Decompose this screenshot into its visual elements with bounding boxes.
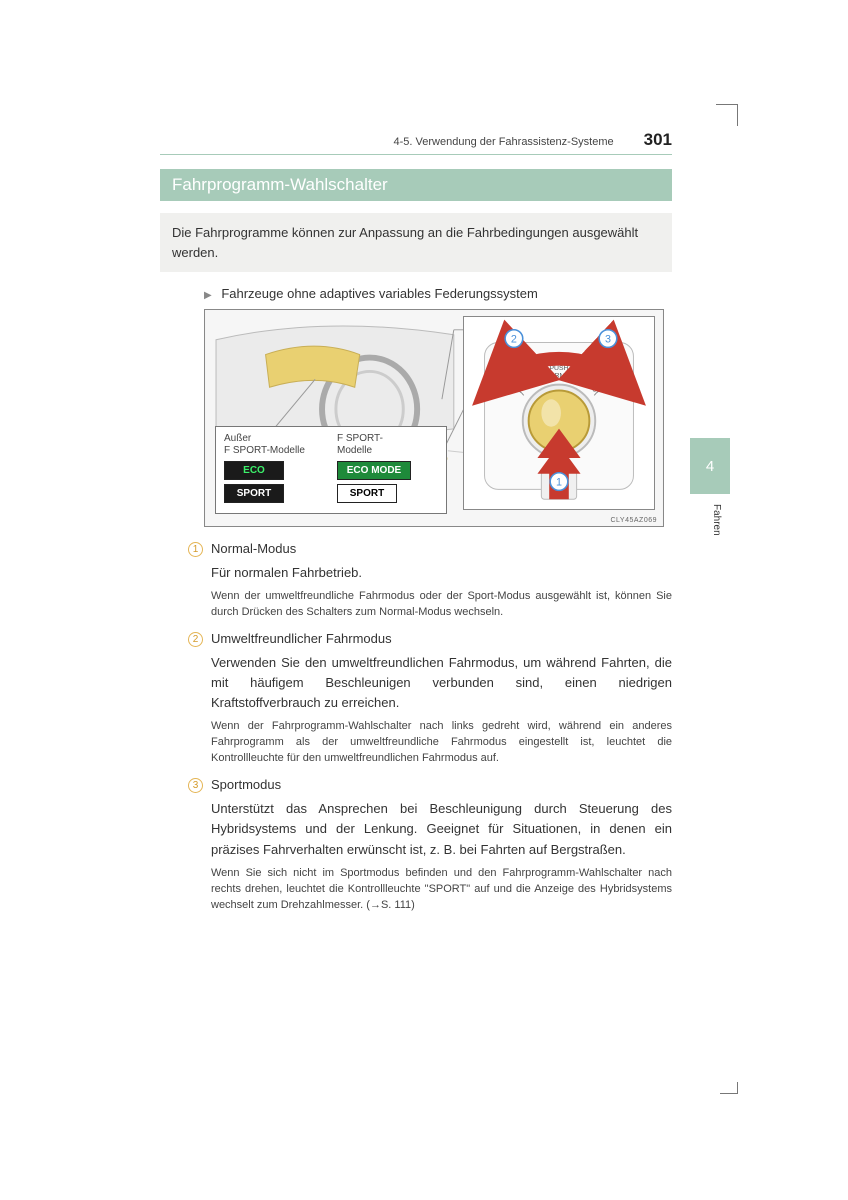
item-title: Normal-Modus	[211, 541, 296, 556]
page-content: 4-5. Verwendung der Fahrassistenz-System…	[160, 130, 672, 923]
page-number: 301	[644, 130, 672, 150]
svg-text:2: 2	[511, 333, 517, 345]
crop-mark-tr	[716, 104, 738, 126]
chapter-number: 4	[706, 458, 714, 475]
chapter-label: Fahren	[711, 504, 722, 536]
badge-sport-white: SPORT	[337, 484, 397, 503]
variant-col-a: Außer F SPORT-Modelle ECO SPORT	[224, 433, 325, 503]
dial-svg: PUSH NORMAL ECO SPORT	[464, 317, 654, 509]
item-title: Sportmodus	[211, 777, 281, 792]
svg-text:PUSH: PUSH	[549, 365, 568, 372]
mode-item-1: 1 Normal-Modus Für normalen Fahrbetrieb.…	[188, 541, 672, 621]
intro-box: Die Fahrprogramme können zur Anpassung a…	[160, 213, 672, 272]
badge-eco-dark: ECO	[224, 461, 284, 480]
page-title: Fahrprogramm-Wahlschalter	[160, 169, 672, 201]
variant-a-label: Außer F SPORT-Modelle	[224, 433, 325, 457]
svg-text:NORMAL: NORMAL	[544, 373, 573, 380]
svg-text:1: 1	[556, 476, 562, 488]
triangle-icon: ▶	[204, 290, 212, 301]
mode-item-2: 2 Umweltfreundlicher Fahrmodus Verwenden…	[188, 631, 672, 767]
item-note: Wenn der umweltfreundliche Fahrmodus ode…	[211, 589, 672, 621]
dial-panel: PUSH NORMAL ECO SPORT	[463, 316, 655, 510]
variant-b-label: F SPORT- Modelle	[337, 433, 438, 457]
item-note: Wenn der Fahrprogramm-Wahlschalter nach …	[211, 719, 672, 767]
item-body: Unterstützt das Ansprechen bei Beschleun…	[211, 799, 672, 859]
chapter-tab: 4	[690, 438, 730, 494]
diagram: Außer F SPORT-Modelle ECO SPORT F SPORT-…	[204, 309, 664, 527]
crop-mark-br	[720, 1082, 738, 1094]
image-code: CLY45AZ069	[610, 517, 657, 524]
bullet-line: ▶ Fahrzeuge ohne adaptives variables Fed…	[204, 286, 672, 301]
variant-box: Außer F SPORT-Modelle ECO SPORT F SPORT-…	[215, 426, 447, 514]
page-header: 4-5. Verwendung der Fahrassistenz-System…	[160, 130, 672, 155]
item-note: Wenn Sie sich nicht im Sportmodus befind…	[211, 866, 672, 914]
variant-col-b: F SPORT- Modelle ECO MODE SPORT	[337, 433, 438, 503]
bullet-text: Fahrzeuge ohne adaptives variables Feder…	[221, 286, 538, 301]
item-body: Für normalen Fahrbetrieb.	[211, 563, 672, 583]
badge-sport-dark: SPORT	[224, 484, 284, 503]
badge-eco-green: ECO MODE	[337, 461, 411, 480]
svg-text:3: 3	[605, 333, 611, 345]
item-number-icon: 2	[188, 632, 203, 647]
item-title: Umweltfreundlicher Fahrmodus	[211, 631, 392, 646]
item-number-icon: 1	[188, 542, 203, 557]
section-path: 4-5. Verwendung der Fahrassistenz-System…	[394, 136, 614, 148]
item-body: Verwenden Sie den umweltfreundlichen Fah…	[211, 653, 672, 713]
mode-item-3: 3 Sportmodus Unterstützt das Ansprechen …	[188, 777, 672, 913]
item-number-icon: 3	[188, 778, 203, 793]
